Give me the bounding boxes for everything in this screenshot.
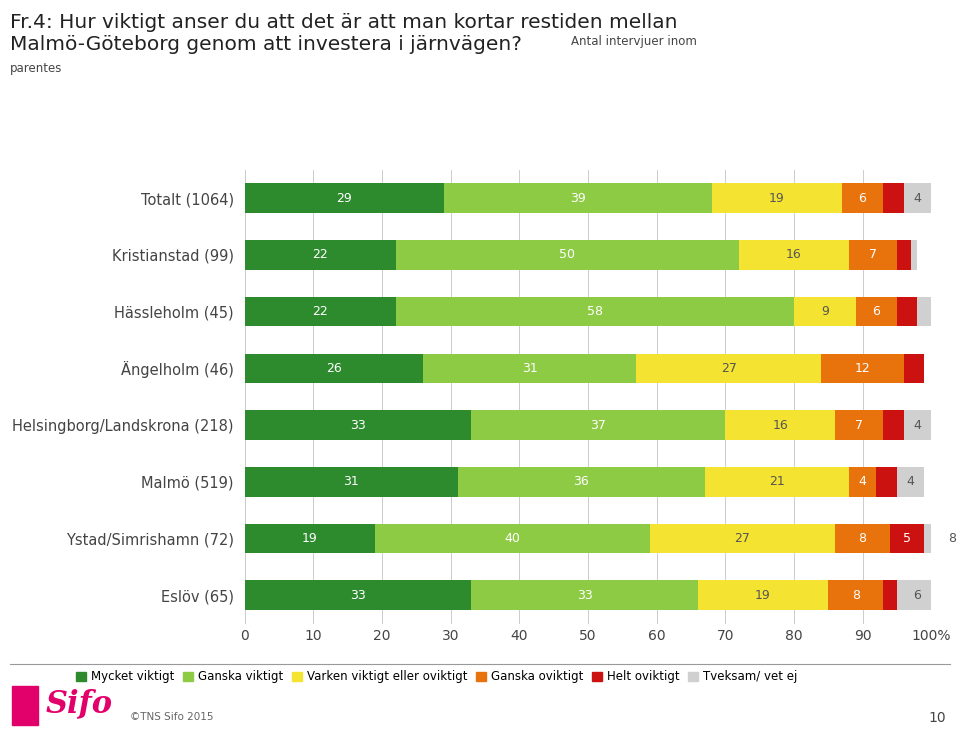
Bar (471, 581, 698, 610)
Text: Malmö-Göteborg genom att investera i järnvägen?: Malmö-Göteborg genom att investera i jär… (10, 35, 521, 55)
Bar (444, 183, 711, 213)
Bar (458, 467, 705, 497)
Bar (698, 581, 828, 610)
Bar (471, 410, 726, 440)
Text: 5: 5 (903, 532, 911, 545)
Bar (903, 410, 931, 440)
Bar (897, 240, 911, 269)
Text: 27: 27 (734, 532, 751, 545)
Bar (396, 240, 739, 269)
Legend: Mycket viktigt, Ganska viktigt, Varken viktigt eller oviktigt, Ganska oviktigt, : Mycket viktigt, Ganska viktigt, Varken v… (76, 670, 798, 683)
Bar (423, 354, 636, 383)
Bar (245, 524, 375, 554)
Bar (897, 467, 924, 497)
Bar (842, 183, 883, 213)
Bar (883, 410, 903, 440)
Bar (245, 410, 471, 440)
Text: 33: 33 (350, 589, 366, 601)
Bar (876, 467, 897, 497)
Text: 9: 9 (821, 305, 828, 318)
Bar (705, 467, 849, 497)
Bar (650, 524, 835, 554)
Text: 50: 50 (560, 249, 575, 261)
Bar (245, 183, 444, 213)
Text: 7: 7 (869, 249, 876, 261)
Bar (883, 581, 897, 610)
Bar (849, 240, 897, 269)
Bar (828, 581, 883, 610)
Text: 29: 29 (336, 192, 352, 204)
Text: 33: 33 (577, 589, 592, 601)
Bar (245, 581, 471, 610)
Bar (883, 183, 903, 213)
Bar (245, 240, 396, 269)
Text: 19: 19 (769, 192, 784, 204)
Text: 19: 19 (756, 589, 771, 601)
Bar (911, 240, 918, 269)
Text: 4: 4 (914, 192, 922, 204)
Bar (924, 524, 960, 554)
Text: 37: 37 (590, 418, 606, 432)
Text: 10: 10 (928, 711, 946, 725)
Text: 6: 6 (858, 192, 867, 204)
Text: 6: 6 (873, 305, 880, 318)
Text: parentes: parentes (10, 62, 62, 75)
Bar (794, 297, 855, 326)
Text: 22: 22 (312, 305, 328, 318)
Text: Fr.4: Hur viktigt anser du att det är att man kortar restiden mellan: Fr.4: Hur viktigt anser du att det är at… (10, 13, 677, 32)
Text: 58: 58 (587, 305, 603, 318)
Text: 4: 4 (914, 418, 922, 432)
Text: 36: 36 (573, 475, 589, 489)
Bar (739, 240, 849, 269)
Text: 33: 33 (350, 418, 366, 432)
Text: 8: 8 (852, 589, 860, 601)
Text: 21: 21 (769, 475, 784, 489)
Bar (849, 467, 876, 497)
Bar (918, 297, 931, 326)
Text: 7: 7 (855, 418, 863, 432)
Text: 16: 16 (786, 249, 802, 261)
Text: 39: 39 (570, 192, 586, 204)
Text: 4: 4 (858, 475, 867, 489)
Text: Antal intervjuer inom: Antal intervjuer inom (571, 35, 697, 49)
Bar (245, 354, 423, 383)
Text: 8: 8 (948, 532, 956, 545)
Bar (375, 524, 650, 554)
Text: 26: 26 (326, 362, 342, 375)
Text: 22: 22 (312, 249, 328, 261)
Text: 4: 4 (906, 475, 915, 489)
Bar (822, 354, 903, 383)
Text: 8: 8 (858, 532, 867, 545)
Text: ©TNS Sifo 2015: ©TNS Sifo 2015 (130, 712, 213, 723)
Bar (890, 524, 924, 554)
Text: 12: 12 (854, 362, 871, 375)
Bar (835, 410, 883, 440)
Bar (897, 297, 918, 326)
Bar (245, 297, 396, 326)
Text: 40: 40 (505, 532, 520, 545)
Text: 16: 16 (772, 418, 788, 432)
Text: 19: 19 (302, 532, 318, 545)
Text: Sifo: Sifo (45, 689, 112, 720)
Bar (711, 183, 842, 213)
Bar (245, 467, 458, 497)
Bar (636, 354, 822, 383)
Text: 31: 31 (344, 475, 359, 489)
Text: 27: 27 (721, 362, 736, 375)
Bar (903, 354, 924, 383)
Text: 6: 6 (914, 589, 922, 601)
Bar (855, 297, 897, 326)
Bar (726, 410, 835, 440)
Bar (396, 297, 794, 326)
Bar (835, 524, 890, 554)
Bar (903, 183, 931, 213)
Bar (897, 581, 938, 610)
Text: 31: 31 (522, 362, 538, 375)
